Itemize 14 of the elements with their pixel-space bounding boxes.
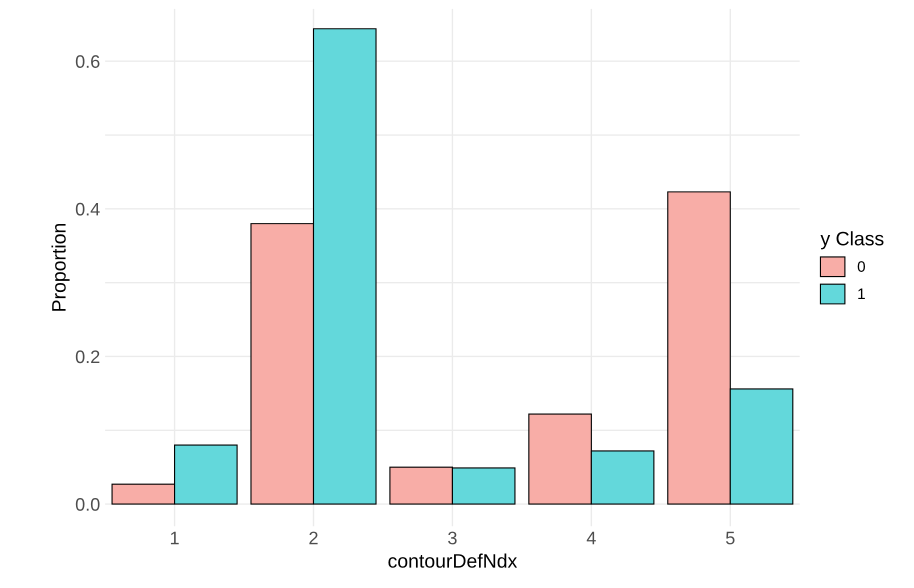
- y-tick-label: 0.4: [76, 202, 100, 216]
- x-tick-label: 2: [309, 532, 318, 544]
- y-tick-label: 0.6: [76, 55, 100, 68]
- y-axis-title: Proportion: [51, 224, 70, 311]
- legend-label: 1: [858, 288, 865, 300]
- x-tick-label: 3: [448, 532, 457, 544]
- legend-title: y Class: [820, 231, 884, 250]
- x-tick-label: 1: [170, 532, 179, 544]
- x-tick-label: 5: [726, 532, 735, 544]
- y-tick-label: 0.0: [76, 498, 100, 511]
- y-tick-label: 0.2: [76, 350, 100, 364]
- x-tick-label: 4: [586, 532, 596, 544]
- legend-label: 0: [858, 261, 866, 272]
- x-axis-title: contourDefNdx: [388, 554, 518, 568]
